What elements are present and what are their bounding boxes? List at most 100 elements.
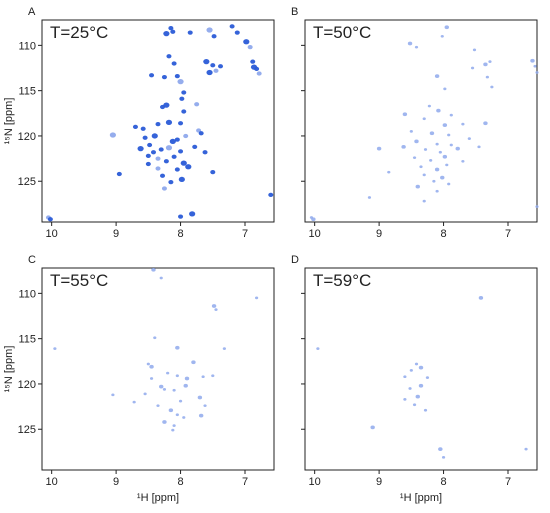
peak-point: [178, 214, 184, 219]
peak-point: [175, 413, 179, 417]
panel-letter: A: [28, 6, 36, 18]
peak-point: [178, 149, 184, 154]
peak-point: [403, 397, 407, 401]
peak-point: [163, 102, 170, 108]
peak-point: [234, 30, 240, 35]
peak-point: [218, 64, 224, 69]
x-tick-label: 9: [113, 476, 119, 488]
x-tick-label: 10: [46, 476, 58, 488]
peak-point: [414, 139, 419, 144]
peak-point: [162, 388, 167, 391]
peak-point: [181, 109, 187, 114]
peak-point: [376, 146, 382, 151]
panel-a: A T=25°C 10 9 8 7 110 115 120 125 ¹⁵N [ppm]: [3, 6, 275, 240]
peak-point: [132, 124, 138, 130]
x-tick-label: 7: [505, 228, 511, 240]
peak-point: [449, 113, 453, 117]
peak-point: [483, 62, 488, 67]
peak-point: [434, 74, 440, 79]
peak-point: [472, 48, 477, 52]
x-tick-label: 7: [505, 476, 511, 488]
peak-point: [187, 30, 193, 35]
peak-point: [171, 61, 177, 66]
peak-point: [419, 165, 423, 169]
peak-point: [149, 73, 155, 78]
peak-point: [161, 186, 167, 191]
peak-point: [485, 75, 489, 79]
peak-point: [442, 154, 448, 159]
peak-point: [180, 160, 187, 166]
peak-point: [155, 156, 161, 161]
peak-point: [447, 182, 451, 186]
peak-point: [178, 176, 185, 183]
peak-point: [181, 90, 187, 95]
peak-point: [203, 404, 207, 408]
peak-point: [140, 126, 146, 131]
peak-point: [214, 308, 218, 312]
peak-point: [441, 455, 446, 459]
peak-point: [161, 74, 167, 80]
peak-point: [409, 368, 413, 372]
peak-point: [401, 144, 406, 149]
peak-point: [370, 425, 375, 430]
panel-title: T=55°C: [50, 271, 108, 290]
peak-point: [162, 420, 167, 424]
peak-point: [422, 173, 426, 177]
peak-point: [443, 87, 447, 91]
peak-point: [449, 143, 453, 147]
peak-point: [116, 171, 122, 177]
peak-point: [175, 345, 180, 350]
peak-point: [478, 296, 484, 300]
peak-point: [268, 192, 274, 197]
panel-letter: B: [291, 6, 298, 18]
x-tick-label: 10: [46, 228, 58, 240]
peak-point: [423, 148, 428, 151]
peak-point: [311, 217, 316, 222]
peak-point: [150, 150, 156, 155]
peak-point: [191, 360, 196, 365]
panel-letter: D: [291, 254, 299, 266]
y-tick-label: 115: [18, 334, 36, 346]
peak-point: [210, 170, 216, 175]
peak-point: [423, 408, 428, 412]
peak-point: [146, 362, 150, 366]
peak-point: [177, 78, 184, 85]
peak-point: [178, 121, 184, 126]
peak-point: [159, 276, 163, 280]
peak-point: [189, 211, 196, 217]
peak-point: [418, 365, 424, 370]
peak-point: [470, 66, 475, 70]
peak-point: [192, 144, 198, 149]
x-tick-label: 8: [440, 228, 446, 240]
peak-point: [211, 34, 217, 39]
y-axis-label: ¹⁵N [ppm]: [3, 98, 15, 145]
peak-point: [174, 137, 180, 142]
peak-point: [440, 34, 444, 38]
x-tick-label: 7: [242, 476, 248, 488]
peak-point: [172, 388, 176, 392]
peak-point: [147, 142, 153, 148]
peak-point: [461, 122, 465, 126]
x-tick-label: 9: [376, 476, 382, 488]
peak-point: [222, 347, 226, 350]
peak-point: [198, 131, 204, 136]
peak-point: [179, 96, 185, 101]
peak-point: [477, 145, 481, 149]
peak-point: [203, 59, 210, 65]
peak-point: [198, 413, 204, 418]
peak-point: [47, 217, 53, 222]
peak-point: [156, 404, 160, 408]
peak-point: [429, 131, 435, 136]
peak-point: [172, 424, 176, 427]
peak-point: [447, 133, 451, 137]
y-tick-label: 125: [18, 424, 36, 436]
peak-point: [243, 39, 250, 45]
peak-point: [483, 121, 488, 126]
peak-point: [435, 142, 439, 146]
peak-point: [535, 205, 539, 208]
peak-point: [402, 112, 408, 117]
peak-point: [247, 45, 253, 50]
peak-point: [137, 145, 144, 152]
